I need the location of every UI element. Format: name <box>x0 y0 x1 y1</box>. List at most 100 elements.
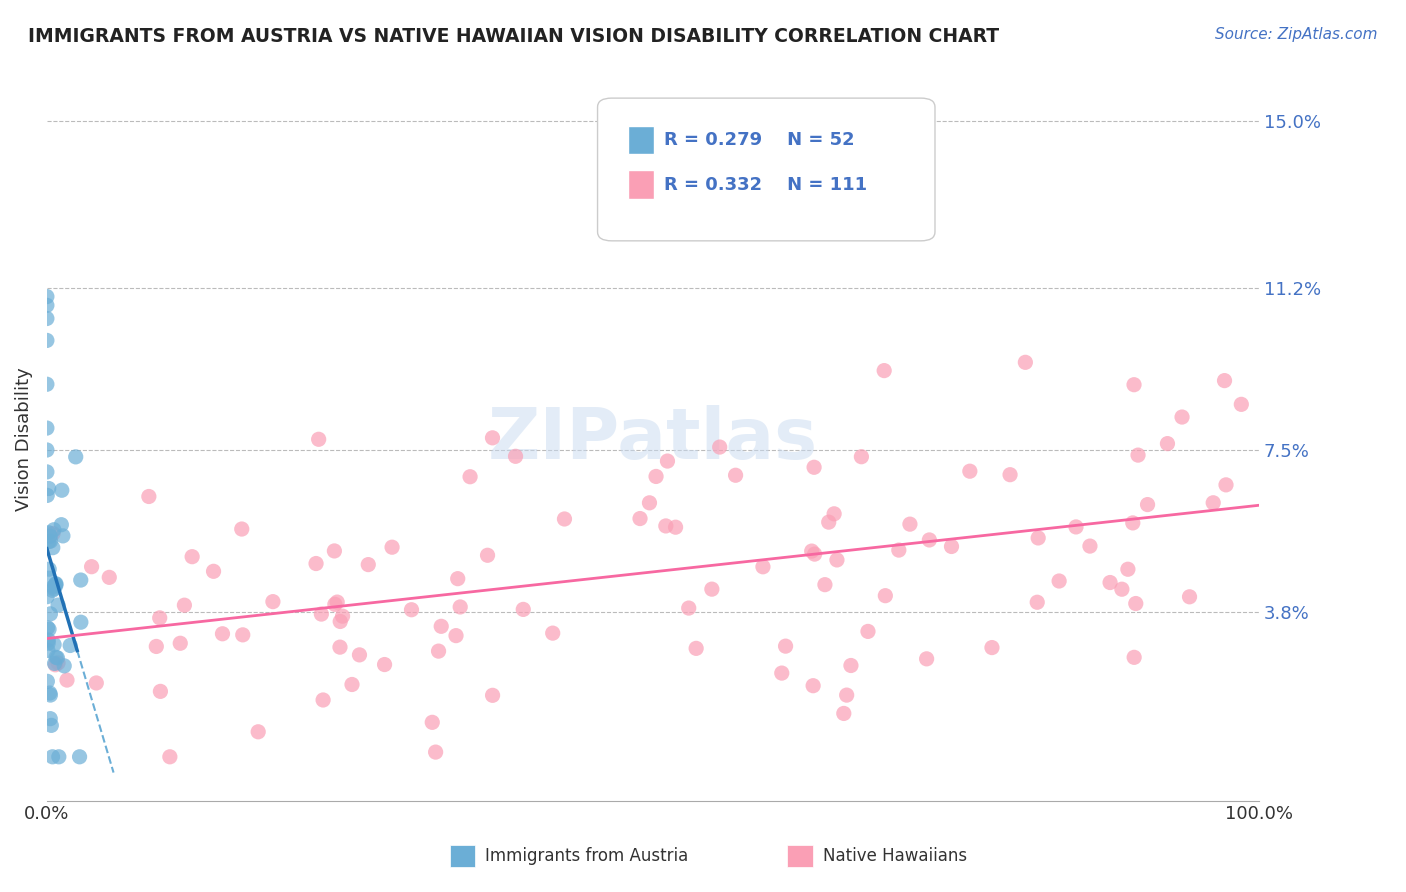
Point <box>803 460 825 475</box>
Point <box>800 544 823 558</box>
Point <box>1215 478 1237 492</box>
Point <box>449 599 471 614</box>
Point <box>69 749 91 764</box>
Point <box>709 440 731 454</box>
Point <box>357 558 380 572</box>
Point <box>477 549 499 563</box>
Point <box>262 594 284 608</box>
Point <box>1126 448 1149 462</box>
Point <box>35 377 58 392</box>
Point <box>329 640 352 654</box>
Text: Source: ZipAtlas.com: Source: ZipAtlas.com <box>1215 27 1378 42</box>
Point <box>138 490 160 504</box>
Point <box>42 638 65 652</box>
Point <box>1116 562 1139 576</box>
Point <box>44 657 66 671</box>
Point <box>211 627 233 641</box>
Point <box>44 657 66 672</box>
Point <box>42 541 65 555</box>
Point <box>657 454 679 468</box>
Point <box>685 641 707 656</box>
Point <box>1122 516 1144 530</box>
Point <box>35 289 58 303</box>
Point <box>1014 355 1036 369</box>
Point <box>38 686 60 700</box>
Point <box>311 607 333 621</box>
Point <box>664 520 686 534</box>
Point <box>98 570 121 584</box>
Point <box>420 715 443 730</box>
Point <box>39 718 62 732</box>
Point <box>998 467 1021 482</box>
Point <box>39 607 62 621</box>
Point <box>425 745 447 759</box>
Point <box>45 577 67 591</box>
Point <box>875 589 897 603</box>
Point <box>35 442 58 457</box>
Point <box>553 512 575 526</box>
Point <box>37 632 59 647</box>
Point <box>305 557 328 571</box>
Point <box>856 624 879 639</box>
Text: Native Hawaiians: Native Hawaiians <box>823 847 967 865</box>
Point <box>814 577 837 591</box>
Point <box>458 469 481 483</box>
Point <box>427 644 450 658</box>
Point <box>444 629 467 643</box>
Point <box>38 562 60 576</box>
Point <box>898 517 921 532</box>
Point <box>149 684 172 698</box>
Point <box>39 712 62 726</box>
Point <box>941 540 963 554</box>
Point <box>37 643 59 657</box>
Point <box>332 609 354 624</box>
Point <box>42 526 65 541</box>
Point <box>481 431 503 445</box>
Point <box>35 590 58 604</box>
Point <box>1111 582 1133 597</box>
Point <box>340 677 363 691</box>
Point <box>1230 397 1253 411</box>
Point <box>323 544 346 558</box>
Point <box>447 572 470 586</box>
Point <box>401 603 423 617</box>
Point <box>1123 377 1146 392</box>
Point <box>84 676 107 690</box>
Point <box>801 679 824 693</box>
Point <box>56 673 79 687</box>
Point <box>1047 574 1070 588</box>
Point <box>1026 531 1049 545</box>
Point <box>724 468 747 483</box>
Point <box>1078 539 1101 553</box>
Point <box>59 639 82 653</box>
Point <box>638 496 661 510</box>
Point <box>1125 597 1147 611</box>
Text: R = 0.279    N = 52: R = 0.279 N = 52 <box>664 131 855 149</box>
Point <box>48 749 70 764</box>
Point <box>803 547 825 561</box>
Point <box>149 611 172 625</box>
Point <box>1213 374 1236 388</box>
Point <box>775 639 797 653</box>
Point <box>51 483 73 498</box>
Point <box>851 450 873 464</box>
Point <box>832 706 855 721</box>
Point <box>41 583 63 598</box>
Point <box>231 522 253 536</box>
Point <box>1202 496 1225 510</box>
Point <box>35 334 58 348</box>
Point <box>1064 520 1087 534</box>
Y-axis label: Vision Disability: Vision Disability <box>15 368 32 511</box>
Point <box>37 488 59 502</box>
Point <box>45 578 67 592</box>
Point <box>46 651 69 665</box>
Point <box>1026 595 1049 609</box>
Point <box>312 693 335 707</box>
Point <box>981 640 1004 655</box>
Point <box>53 658 76 673</box>
Point <box>35 311 58 326</box>
Point <box>918 533 941 547</box>
Point <box>181 549 204 564</box>
Point <box>512 602 534 616</box>
Point <box>35 298 58 312</box>
